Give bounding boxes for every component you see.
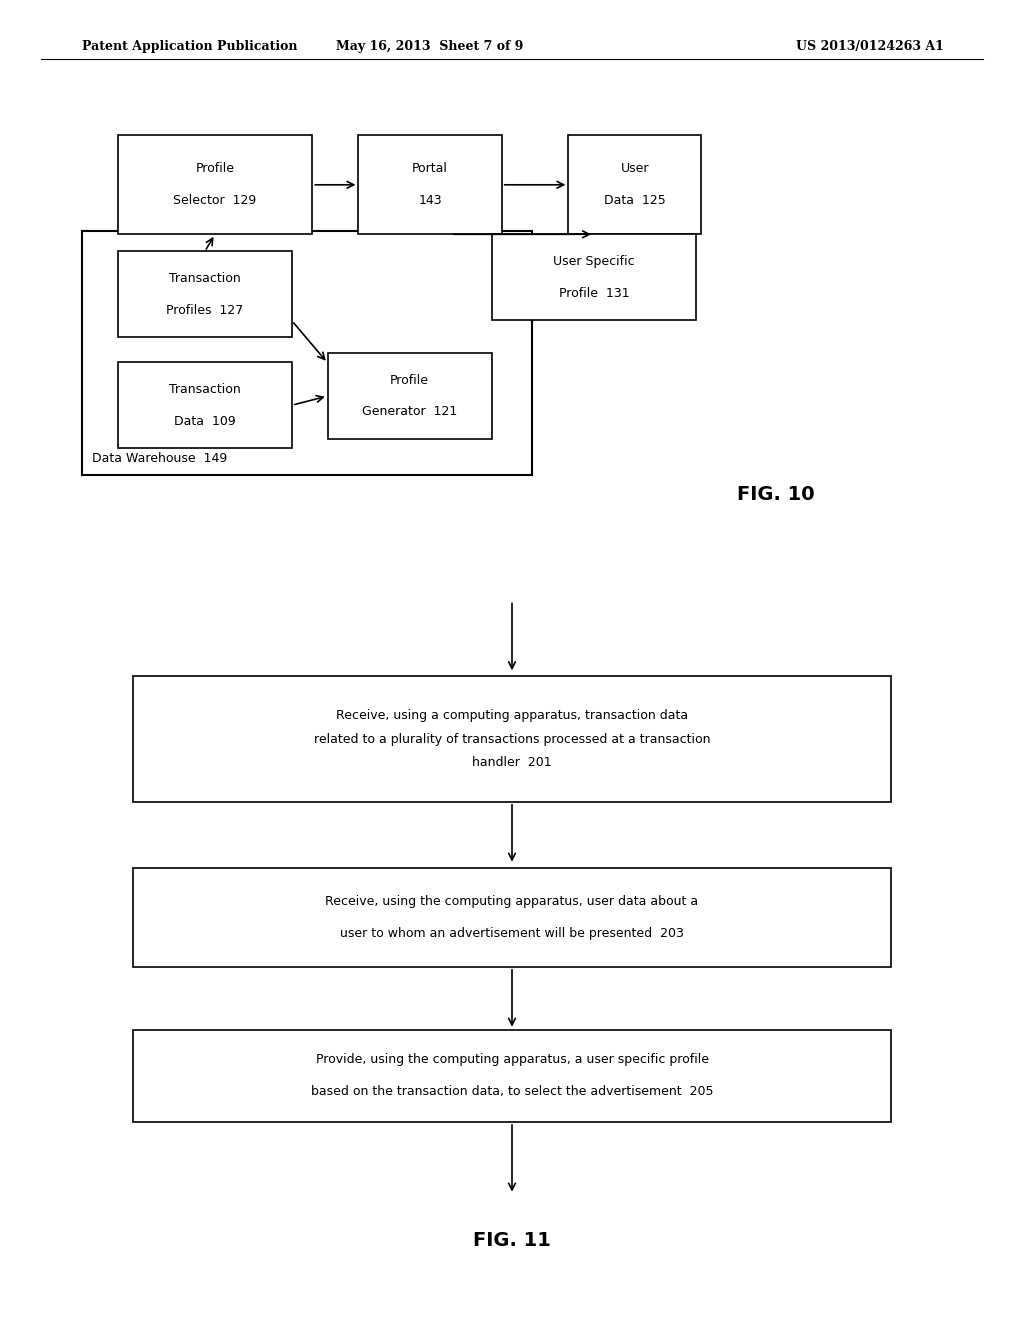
Text: Profile  131: Profile 131 [559,286,629,300]
Text: May 16, 2013  Sheet 7 of 9: May 16, 2013 Sheet 7 of 9 [337,40,523,53]
Text: Transaction: Transaction [169,383,241,396]
Text: Data  109: Data 109 [174,414,236,428]
Text: User Specific: User Specific [553,255,635,268]
Text: Data Warehouse  149: Data Warehouse 149 [92,451,227,465]
FancyBboxPatch shape [133,1030,891,1122]
FancyBboxPatch shape [568,135,701,235]
FancyBboxPatch shape [118,251,292,337]
Text: Profile: Profile [196,162,234,176]
FancyBboxPatch shape [118,362,292,449]
Text: Profile: Profile [390,374,429,387]
Text: Portal: Portal [412,162,449,176]
Text: Profiles  127: Profiles 127 [166,304,244,317]
Text: Patent Application Publication: Patent Application Publication [82,40,297,53]
Text: Provide, using the computing apparatus, a user specific profile: Provide, using the computing apparatus, … [315,1053,709,1067]
Text: 143: 143 [418,194,442,207]
Text: FIG. 10: FIG. 10 [737,486,815,504]
FancyBboxPatch shape [328,354,492,438]
FancyBboxPatch shape [133,869,891,966]
FancyBboxPatch shape [492,235,696,319]
FancyBboxPatch shape [358,135,502,235]
Text: User: User [621,162,649,176]
FancyBboxPatch shape [133,676,891,801]
FancyBboxPatch shape [118,135,312,235]
Text: based on the transaction data, to select the advertisement  205: based on the transaction data, to select… [310,1085,714,1098]
FancyBboxPatch shape [82,231,532,475]
Text: Receive, using a computing apparatus, transaction data: Receive, using a computing apparatus, tr… [336,709,688,722]
Text: user to whom an advertisement will be presented  203: user to whom an advertisement will be pr… [340,927,684,940]
Text: handler  201: handler 201 [472,756,552,770]
Text: Receive, using the computing apparatus, user data about a: Receive, using the computing apparatus, … [326,895,698,908]
Text: FIG. 11: FIG. 11 [473,1232,551,1250]
Text: Generator  121: Generator 121 [361,405,458,418]
Text: US 2013/0124263 A1: US 2013/0124263 A1 [797,40,944,53]
Text: Data  125: Data 125 [604,194,666,207]
Text: Transaction: Transaction [169,272,241,285]
Text: Selector  129: Selector 129 [173,194,257,207]
Text: related to a plurality of transactions processed at a transaction: related to a plurality of transactions p… [313,733,711,746]
